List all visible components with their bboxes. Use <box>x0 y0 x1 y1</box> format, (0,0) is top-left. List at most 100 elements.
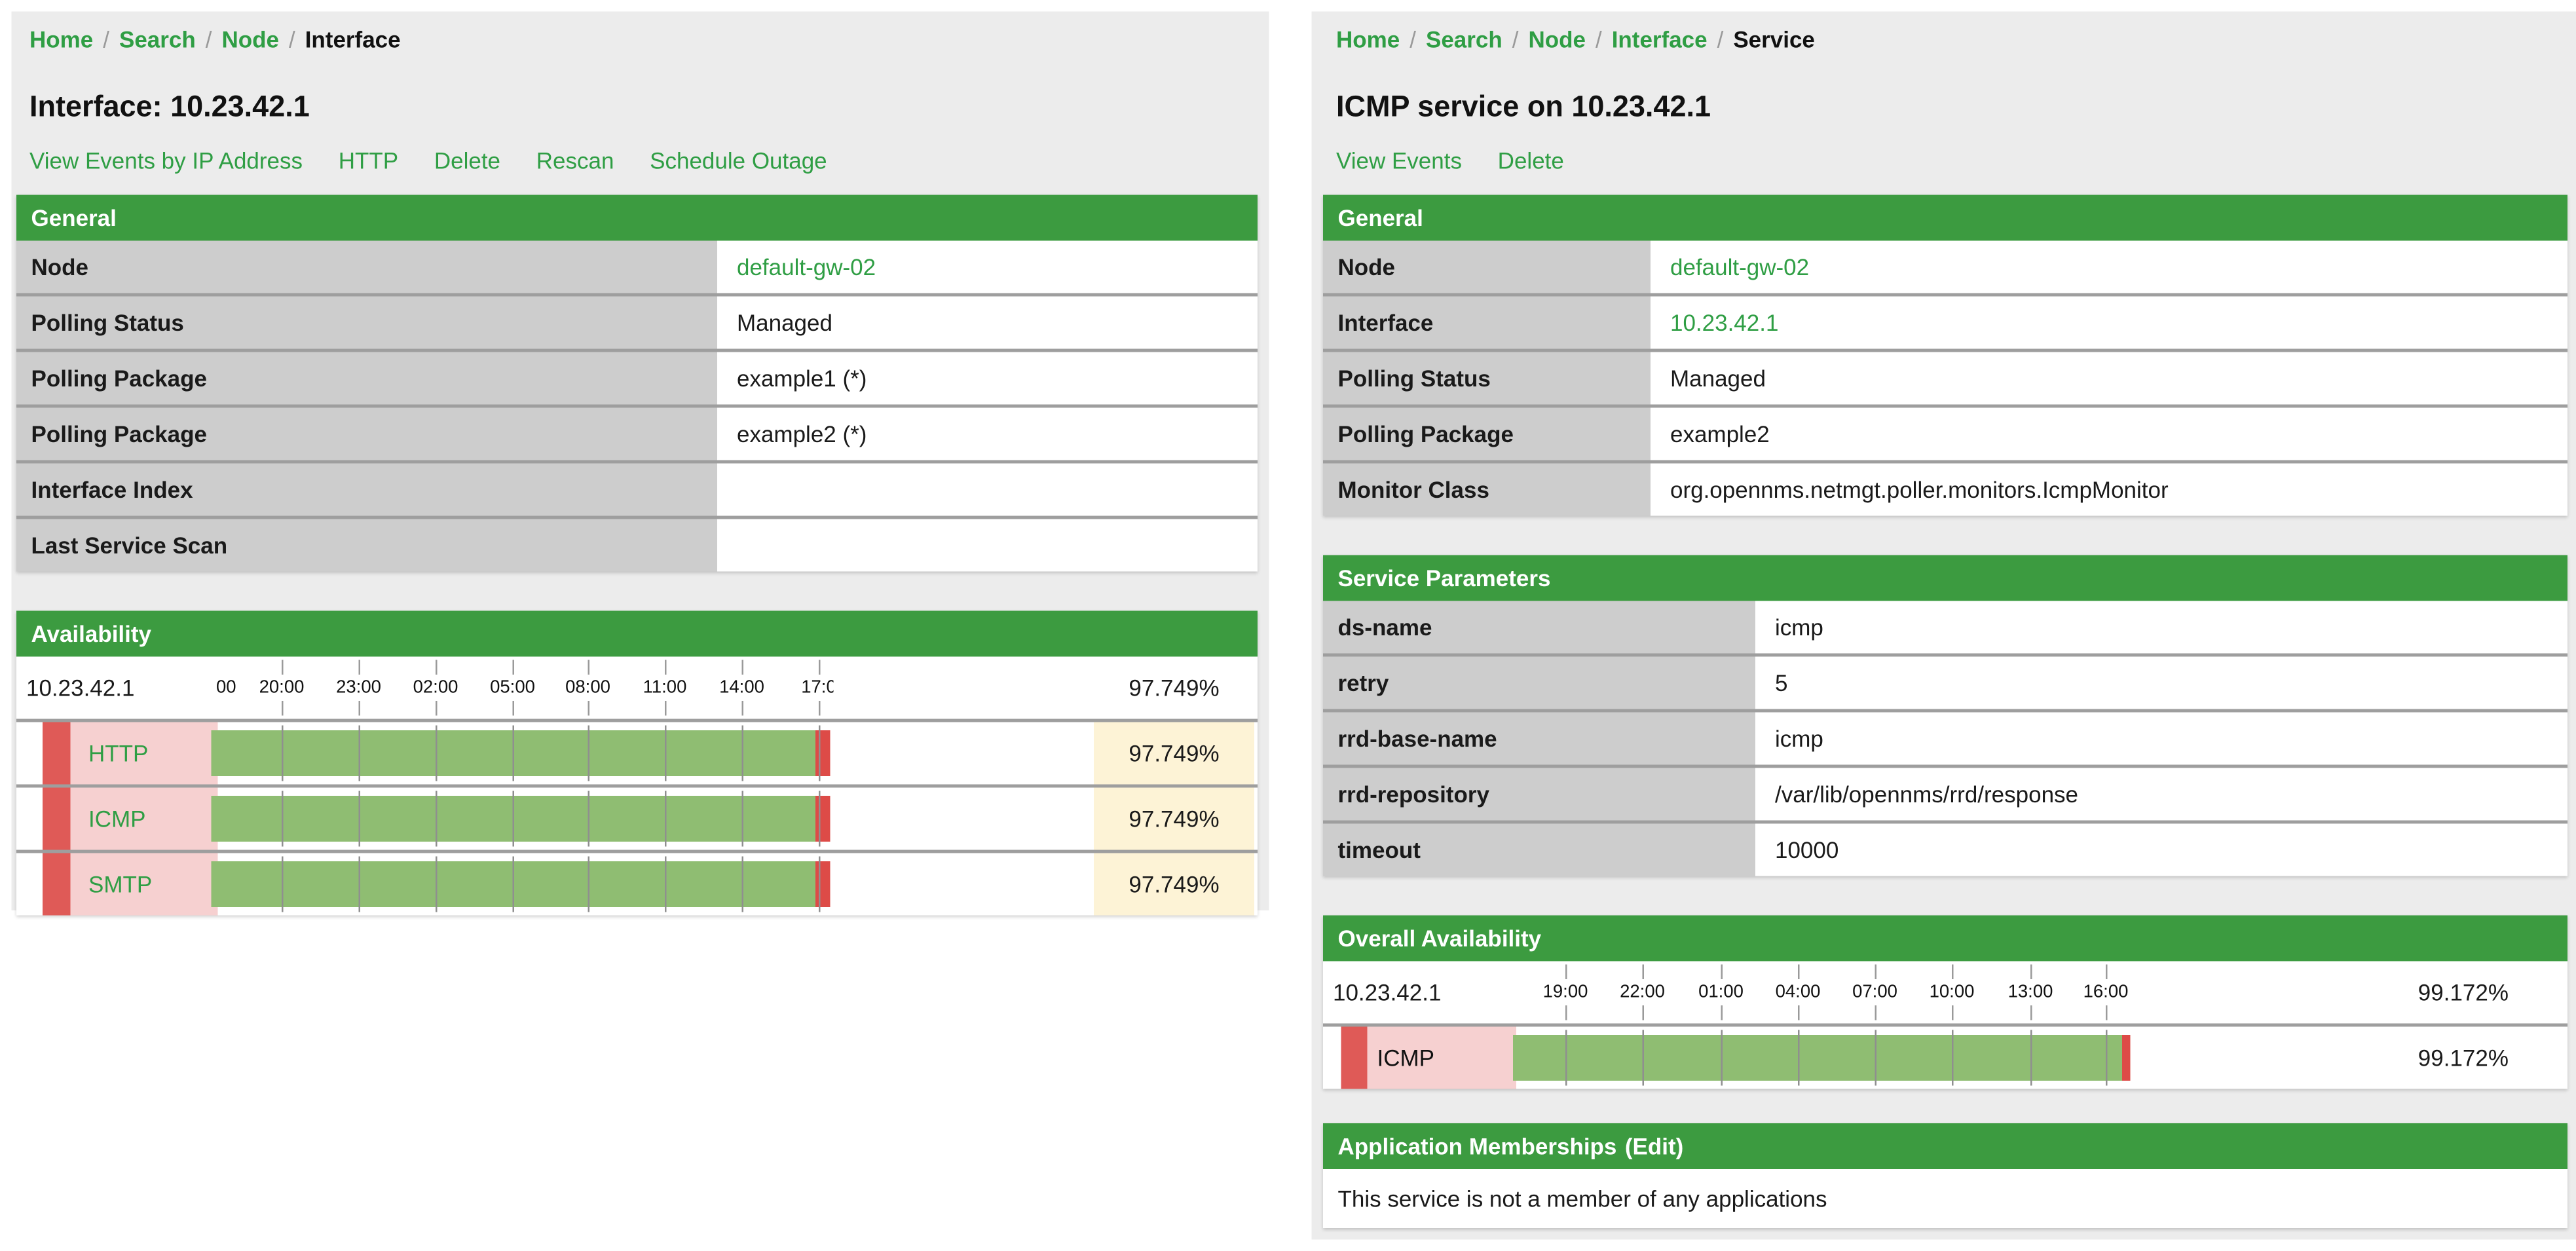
row-value: /var/lib/opennms/rrd/response <box>1759 768 2567 821</box>
node-link[interactable]: default-gw-02 <box>720 241 1258 293</box>
axis-tick-label: 07:00 <box>1852 982 1897 1002</box>
availability-header: Availability <box>16 611 1258 657</box>
breadcrumb-separator: / <box>1409 26 1416 52</box>
row-label: Polling Status <box>16 297 720 349</box>
table-row: Node default-gw-02 <box>1323 241 2567 293</box>
axis-tick-mark <box>588 660 590 675</box>
smtp-service-link[interactable]: SMTP <box>88 871 152 897</box>
table-row: Polling Status Managed <box>16 293 1258 349</box>
row-label: Node <box>1323 241 1654 293</box>
bar-gridline <box>359 791 361 847</box>
breadcrumb-home[interactable]: Home <box>29 26 93 52</box>
axis-tick-mark <box>1798 1005 1800 1020</box>
axis-tick-mark <box>359 701 361 716</box>
view-events-link[interactable]: View Events <box>1336 147 1462 174</box>
bar-gridline <box>742 726 744 781</box>
axis-tick-mark <box>819 660 821 675</box>
availability-bar <box>1513 1027 2134 1089</box>
row-label: Polling Package <box>1323 408 1654 460</box>
row-label: rrd-base-name <box>1323 713 1759 765</box>
axis-tick-label: 20:00 <box>259 678 305 698</box>
table-row: Polling Package example2 <box>1323 405 2567 460</box>
time-axis: 19:00 22:00 01:00 04:00 07:00 10:00 13:0… <box>1513 962 2134 1024</box>
breadcrumb-separator: / <box>1717 26 1724 52</box>
breadcrumb-separator: / <box>206 26 212 52</box>
bar-gridline <box>588 857 590 912</box>
bar-gridline <box>2030 1030 2032 1086</box>
rescan-link[interactable]: Rescan <box>536 147 614 174</box>
availability-value: 99.172% <box>2418 1027 2509 1089</box>
delete-link[interactable]: Delete <box>1498 147 1564 174</box>
row-label: Polling Package <box>16 408 720 460</box>
page-title: Interface: 10.23.42.1 <box>29 90 1269 125</box>
outage-slice <box>815 861 831 907</box>
availability-row-icmp: ICMP 99.172% <box>1323 1024 2567 1089</box>
bar-gridline <box>436 857 438 912</box>
breadcrumb-node[interactable]: Node <box>1528 26 1586 52</box>
outage-indicator-strip <box>43 788 71 850</box>
axis-tick-mark <box>1875 965 1877 980</box>
axis-tick-mark <box>819 701 821 716</box>
action-links: View Events by IP Address HTTP Delete Re… <box>29 147 1269 174</box>
row-label: Interface <box>1323 297 1654 349</box>
row-label: Polling Status <box>1323 352 1654 405</box>
axis-tick-mark <box>1952 1005 1954 1020</box>
bar-gridline <box>1721 1030 1723 1086</box>
breadcrumb-node[interactable]: Node <box>221 26 279 52</box>
axis-tick-mark <box>436 701 438 716</box>
axis-tick-mark <box>2030 1005 2032 1020</box>
service-label: HTTP <box>71 722 218 785</box>
axis-tick-mark <box>1721 1005 1723 1020</box>
table-row: Interface Index <box>16 460 1258 516</box>
row-label: timeout <box>1323 824 1759 876</box>
row-label: Polling Package <box>16 352 720 405</box>
view-events-by-ip-link[interactable]: View Events by IP Address <box>29 147 303 174</box>
axis-tick-mark <box>2030 965 2032 980</box>
row-label: Interface Index <box>16 464 720 516</box>
schedule-outage-link[interactable]: Schedule Outage <box>650 147 827 174</box>
axis-tick-mark <box>1721 965 1723 980</box>
bar-gridline <box>513 791 515 847</box>
table-row: Polling Package example2 (*) <box>16 405 1258 460</box>
service-label: SMTP <box>71 853 218 916</box>
availability-row-smtp: SMTP 97.749% <box>16 850 1258 916</box>
bar-gridline <box>282 857 284 912</box>
availability-value: 97.749% <box>1094 788 1254 850</box>
icmp-service-link[interactable]: ICMP <box>88 806 146 832</box>
node-link[interactable]: default-gw-02 <box>1654 241 2567 293</box>
table-row: Node default-gw-02 <box>16 241 1258 293</box>
axis-tick-label: 08:00 <box>565 678 610 698</box>
axis-tick-mark <box>1798 965 1800 980</box>
axis-tick-mark <box>2106 1005 2108 1020</box>
row-label: ds-name <box>1323 601 1759 654</box>
outage-indicator-strip <box>1341 1027 1368 1089</box>
breadcrumb-interface[interactable]: Interface <box>1612 26 1708 52</box>
row-value <box>720 519 1258 572</box>
service-label: ICMP <box>1368 1027 1517 1089</box>
breadcrumb-separator: / <box>1512 26 1519 52</box>
time-axis: 00 20:00 23:00 02:00 05:00 08:00 11:00 1… <box>212 657 834 719</box>
delete-link[interactable]: Delete <box>434 147 500 174</box>
bar-gridline <box>665 726 667 781</box>
row-value <box>720 464 1258 516</box>
bar-gridline <box>819 857 821 912</box>
row-value: example2 <box>1654 408 2567 460</box>
bar-gridline <box>2106 1030 2108 1086</box>
outage-slice <box>2122 1035 2131 1081</box>
http-service-link[interactable]: HTTP <box>88 740 148 766</box>
axis-tick-label: 11:00 <box>643 678 687 698</box>
breadcrumb-search[interactable]: Search <box>1426 26 1503 52</box>
bar-gridline <box>1875 1030 1877 1086</box>
breadcrumb-search[interactable]: Search <box>119 26 196 52</box>
interface-link[interactable]: 10.23.42.1 <box>1654 297 2567 349</box>
breadcrumb-home[interactable]: Home <box>1336 26 1400 52</box>
http-link[interactable]: HTTP <box>339 147 398 174</box>
row-value: example2 (*) <box>720 408 1258 460</box>
axis-tick-label: 04:00 <box>1776 982 1821 1002</box>
action-links: View Events Delete <box>1336 147 2576 174</box>
table-row: ds-name icmp <box>1323 601 2567 654</box>
breadcrumb-current: Service <box>1733 26 1815 52</box>
axis-tick-mark <box>742 701 744 716</box>
availability-bar-green <box>212 796 831 842</box>
edit-applications-link[interactable]: (Edit) <box>1625 1133 1683 1159</box>
